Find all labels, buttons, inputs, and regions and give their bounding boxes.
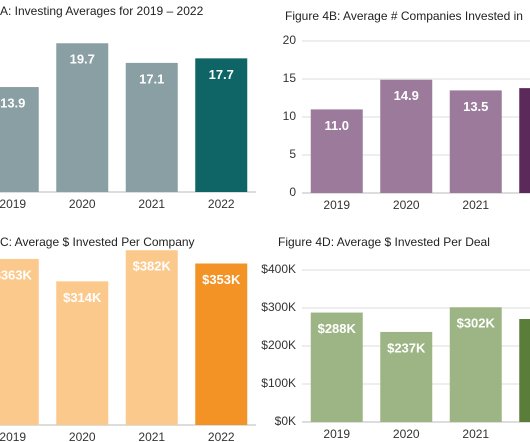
x-tick-label: 2021 [138, 197, 165, 211]
value-label: $288K [318, 321, 357, 336]
value-label: $382K [133, 259, 172, 274]
y-tick-label: 5 [289, 147, 296, 161]
x-tick-label: 2022 [208, 197, 235, 211]
x-tick-label: 2021 [462, 427, 489, 441]
value-label: $237K [387, 340, 426, 355]
bar [56, 43, 109, 192]
y-tick-label: 15 [283, 71, 297, 85]
bar [310, 312, 363, 422]
x-tick-label: 2020 [393, 427, 420, 441]
bar [125, 250, 178, 425]
y-tick-label: $300K [261, 300, 296, 314]
value-label: 13.5 [463, 99, 488, 114]
x-tick-label: 2020 [393, 198, 420, 212]
bar [310, 109, 363, 193]
bar [449, 90, 502, 193]
value-label: 13.9 [0, 95, 25, 110]
value-label: 17.1 [139, 71, 164, 86]
value-label: $302K [457, 316, 496, 331]
bar [56, 281, 109, 425]
y-tick-label: 20 [283, 33, 297, 47]
x-tick-label: 2019 [0, 430, 26, 442]
x-tick-label: 2019 [0, 197, 26, 211]
x-tick-label: 2019 [323, 427, 350, 441]
value-label: 17.7 [209, 67, 234, 82]
y-tick-label: $100K [261, 376, 296, 390]
value-label: $353K [202, 272, 241, 287]
x-tick-label: 2020 [69, 430, 96, 442]
chart-title: Figure 4B: Average # Companies Invested … [285, 9, 523, 23]
bar [0, 87, 39, 192]
x-tick-label: 2021 [138, 430, 165, 442]
x-tick-label: 2019 [323, 198, 350, 212]
chart-title: Figure 4D: Average $ Invested Per Deal [278, 235, 490, 249]
value-label: $363K [0, 267, 33, 282]
value-label: $314K [63, 290, 102, 305]
value-label: 19.7 [70, 52, 95, 67]
bar [380, 331, 433, 422]
x-tick-label: 2021 [462, 198, 489, 212]
bar [125, 62, 178, 192]
bar [519, 319, 530, 422]
bar [449, 307, 502, 422]
x-tick-label: 2020 [69, 197, 96, 211]
bar [195, 58, 248, 192]
x-tick-label: 2022 [208, 430, 235, 442]
y-tick-label: 10 [283, 109, 297, 123]
value-label: 14.9 [394, 88, 419, 103]
bar [519, 88, 530, 193]
value-label: 11.0 [324, 118, 349, 133]
chart-title: C: Average $ Invested Per Company [0, 235, 195, 249]
y-tick-label: $400K [261, 262, 296, 276]
bar [0, 258, 39, 425]
y-tick-label: $200K [261, 338, 296, 352]
bar [195, 263, 248, 425]
bar [380, 79, 433, 193]
y-tick-label: $0K [275, 414, 296, 428]
y-tick-label: 0 [289, 185, 296, 199]
chart-title: A: Investing Averages for 2019 – 2022 [0, 4, 204, 18]
